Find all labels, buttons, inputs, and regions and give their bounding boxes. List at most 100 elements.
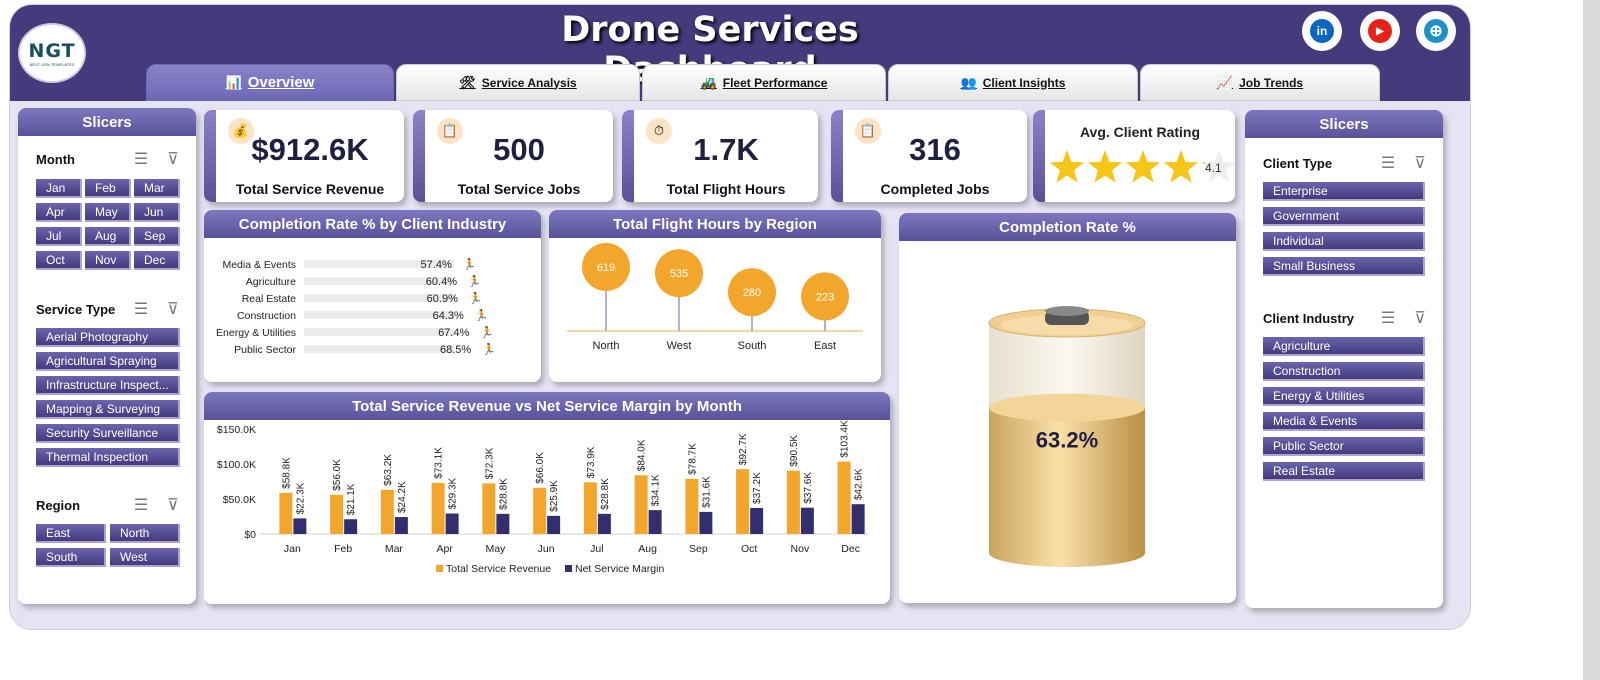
margin-bar — [800, 507, 814, 534]
multi-select-icon[interactable]: ☰ — [133, 151, 149, 168]
completion-by-industry-chart: Media & Events 57.4% 🏃 Agriculture 60.4% 🏃 Rea… — [216, 258, 496, 356]
multi-select-icon[interactable]: ☰ — [133, 301, 149, 318]
linkedin-button[interactable]: in — [1302, 11, 1342, 51]
slicer-month-apr[interactable]: Apr — [36, 203, 82, 222]
clear-filter-icon[interactable]: ⊽ — [1414, 155, 1426, 172]
slicer-month-jun[interactable]: Jun — [134, 203, 180, 222]
region-bubble — [655, 249, 703, 298]
slicer-service-aerial-photography[interactable]: Aerial Photography — [36, 328, 180, 347]
completion-by-industry-title: Completion Rate % by Client Industry — [204, 210, 541, 238]
margin-data-label: $37.2K — [752, 472, 763, 504]
kpi-label: Total Flight Hours — [666, 181, 786, 197]
revenue-margin-title: Total Service Revenue vs Net Service Mar… — [204, 392, 890, 420]
tab-client-insights[interactable]: 👥 Client Insights — [888, 64, 1138, 101]
slicer-industry-energy-utilities[interactable]: Energy & Utilities — [1263, 387, 1425, 406]
industry-label: Real Estate — [242, 293, 296, 305]
kpi-label: Completed Jobs — [880, 181, 990, 197]
slicer-client-small-business[interactable]: Small Business — [1263, 257, 1425, 276]
slicer-month-jan[interactable]: Jan — [36, 179, 82, 198]
tools-icon: 🛠 — [459, 74, 476, 90]
margin-data-label: $28.8K — [498, 478, 509, 510]
client-type-slicer-label: Client Type — [1263, 155, 1333, 171]
kpi-avg-client-rating: Avg. Client Rating 4.1 — [1033, 110, 1235, 202]
slicer-service-security-surveillance[interactable]: Security Surveillance — [36, 424, 180, 443]
slicer-month-dec[interactable]: Dec — [134, 251, 180, 270]
slicer-region-south[interactable]: South — [36, 548, 106, 567]
slicer-month-aug[interactable]: Aug — [85, 227, 131, 246]
slicer-month-jul[interactable]: Jul — [36, 227, 82, 246]
slicer-industry-construction[interactable]: Construction — [1263, 362, 1425, 381]
runner-icon: 🏃 — [463, 258, 477, 271]
revenue-bar — [583, 482, 597, 534]
region-value: 223 — [816, 291, 834, 303]
slicer-industry-real-estate[interactable]: Real Estate — [1263, 462, 1425, 481]
slicer-month-mar[interactable]: Mar — [134, 179, 180, 198]
slicer-month-feb[interactable]: Feb — [85, 179, 131, 198]
website-button[interactable]: ⊕ — [1416, 11, 1456, 51]
clear-filter-icon[interactable]: ⊽ — [167, 301, 179, 318]
revenue-data-label: $63.2K — [383, 454, 394, 486]
x-tick-label: Mar — [385, 543, 404, 555]
industry-value: 67.4% — [438, 327, 469, 339]
client-industry-slicer-label: Client Industry — [1263, 310, 1355, 326]
x-tick-label: Aug — [638, 543, 657, 555]
slicer-month-may[interactable]: May — [85, 203, 131, 222]
region-bubble — [801, 272, 849, 321]
multi-select-icon[interactable]: ☰ — [1380, 155, 1396, 172]
industry-track — [304, 294, 454, 302]
region-value: 619 — [597, 262, 615, 274]
region-label: West — [667, 340, 692, 352]
users-icon: 👥 — [960, 74, 977, 90]
multi-select-icon[interactable]: ☰ — [1380, 310, 1396, 327]
ngt-logo: NGT NEXT GEN TEMPLATES — [18, 23, 86, 83]
slicer-industry-media-events[interactable]: Media & Events — [1263, 412, 1425, 431]
slicer-service-agricultural-spraying[interactable]: Agricultural Spraying — [36, 352, 180, 371]
slicer-client-individual[interactable]: Individual — [1263, 232, 1425, 251]
completion-rate-value: 63.2% — [1036, 428, 1098, 453]
margin-bar — [851, 504, 865, 534]
revenue-bar — [786, 470, 800, 534]
left-slicers-title: Slicers — [18, 108, 196, 136]
runner-icon: 🏃 — [469, 292, 483, 305]
region-slicer-label: Region — [36, 497, 81, 513]
slicer-client-enterprise[interactable]: Enterprise — [1263, 182, 1425, 201]
flight-hours-region-title: Total Flight Hours by Region — [549, 210, 881, 238]
revenue-data-label: $84.0K — [637, 439, 648, 471]
margin-data-label: $34.1K — [651, 474, 662, 506]
youtube-button[interactable]: ▶ — [1360, 11, 1400, 51]
runner-icon: 🏃 — [482, 343, 496, 356]
month-slicer: Month ☰ ⊽ — [36, 148, 182, 170]
slicer-month-sep[interactable]: Sep — [134, 227, 180, 246]
margin-data-label: $29.3K — [448, 477, 459, 509]
slicer-region-east[interactable]: East — [36, 524, 106, 543]
revenue-bar — [330, 494, 344, 534]
clear-filter-icon[interactable]: ⊽ — [167, 151, 179, 168]
margin-bar — [496, 513, 510, 534]
tab-fleet-performance[interactable]: 🚜 Fleet Performance — [642, 64, 886, 101]
rating-value: 4.1 — [1205, 161, 1222, 175]
clear-filter-icon[interactable]: ⊽ — [167, 497, 179, 514]
multi-select-icon[interactable]: ☰ — [133, 497, 149, 514]
tab-overview[interactable]: 📊 Overview — [146, 64, 394, 101]
slicer-region-west[interactable]: West — [110, 548, 180, 567]
slicer-month-oct[interactable]: Oct — [36, 251, 82, 270]
trend-icon: 📈 — [1216, 74, 1234, 90]
tab-job-trends[interactable]: 📈 Job Trends — [1140, 64, 1380, 101]
slicer-month-nov[interactable]: Nov — [85, 251, 131, 270]
revenue-data-label: $92.7K — [738, 433, 749, 465]
slicer-industry-agriculture[interactable]: Agriculture — [1263, 337, 1425, 356]
service-type-slicer-label: Service Type — [36, 301, 116, 317]
star-filled — [1201, 162, 1205, 165]
slicer-region-north[interactable]: North — [110, 524, 180, 543]
runner-icon: 🏃 — [475, 309, 489, 322]
margin-bar — [445, 513, 459, 534]
battery-terminal-top — [1045, 306, 1089, 316]
tab-service-analysis[interactable]: 🛠 Service Analysis — [396, 64, 640, 101]
clear-filter-icon[interactable]: ⊽ — [1414, 310, 1426, 327]
slicer-client-government[interactable]: Government — [1263, 207, 1425, 226]
slicer-service-thermal-inspection[interactable]: Thermal Inspection — [36, 448, 180, 467]
slicer-service-mapping-surveying[interactable]: Mapping & Surveying — [36, 400, 180, 419]
slicer-industry-public-sector[interactable]: Public Sector — [1263, 437, 1425, 456]
runner-icon: 🏃 — [480, 326, 494, 339]
slicer-service-infrastructure-inspection[interactable]: Infrastructure Inspect... — [36, 376, 180, 395]
